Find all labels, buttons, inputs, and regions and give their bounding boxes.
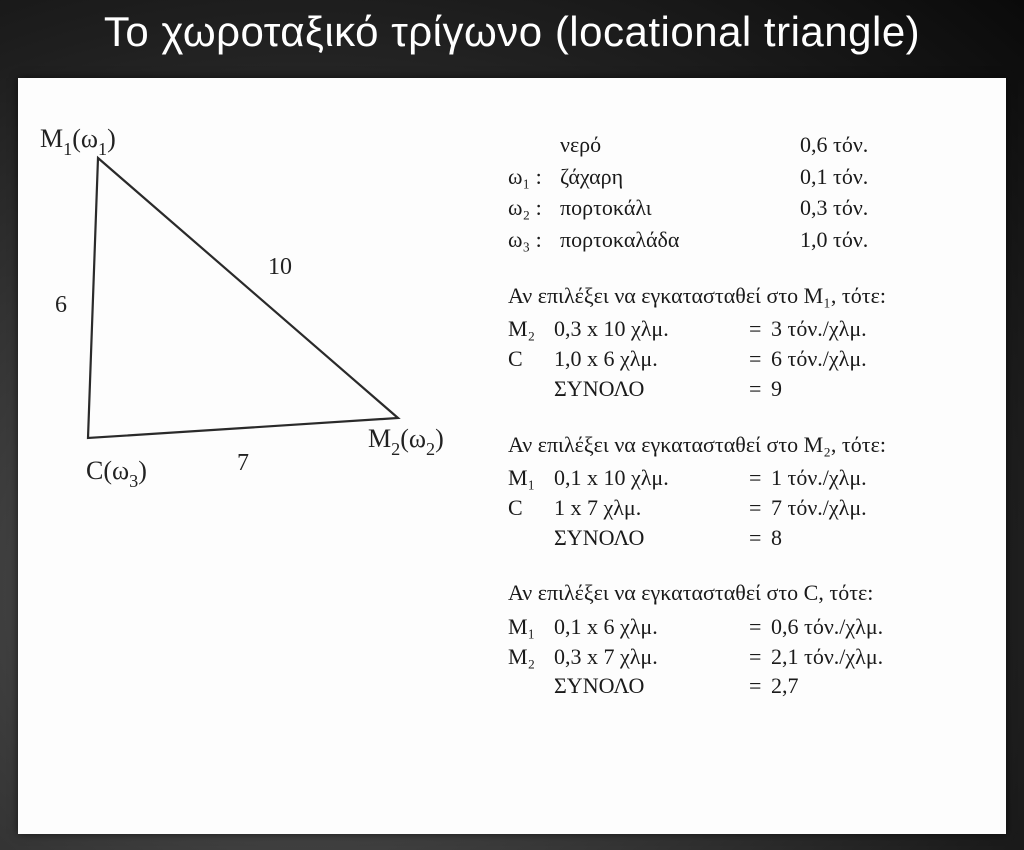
edge-m1m2-length: 10 <box>268 254 292 281</box>
calc-row: M₂0,3 x 7 χλμ.=2,1 τόν./χλμ. <box>508 642 998 672</box>
calc-row: M₁0,1 x 10 χλμ.=1 τόν./χλμ. <box>508 463 998 493</box>
calc-expression: 0,1 x 10 χλμ. <box>554 463 749 493</box>
material-row: ω₃ :πορτοκαλάδα1,0 τόν. <box>508 225 998 255</box>
calc-expression: 0,3 x 7 χλμ. <box>554 642 749 672</box>
calc-equals: = <box>749 671 771 701</box>
vertex-c-label: C(ω3) <box>86 456 147 490</box>
calc-equals: = <box>749 493 771 523</box>
calc-equals: = <box>749 374 771 404</box>
calc-point: M₂ <box>508 314 554 344</box>
case-block: Αν επιλέξει να εγκατασταθεί στο M₁, τότε… <box>508 281 998 404</box>
material-symbol: ω₁ : <box>508 162 560 192</box>
calc-result: 3 τόν./χλμ. <box>771 314 951 344</box>
cases-list: Αν επιλέξει να εγκατασταθεί στο M₁, τότε… <box>508 281 998 701</box>
calc-equals: = <box>749 523 771 553</box>
calc-row: C1,0 x 6 χλμ.=6 τόν./χλμ. <box>508 344 998 374</box>
calc-row: M₁0,1 x 6 χλμ.=0,6 τόν./χλμ. <box>508 612 998 642</box>
m2-close: ) <box>435 424 444 453</box>
calc-point: M₁ <box>508 463 554 493</box>
vertex-m1-label: M1(ω1) <box>40 124 116 158</box>
calc-result: 1 τόν./χλμ. <box>771 463 951 493</box>
m1-close: ) <box>107 124 116 153</box>
calc-result: 0,6 τόν./χλμ. <box>771 612 951 642</box>
m2-omega-sub: 2 <box>426 439 435 459</box>
calc-expression: ΣΥΝΟΛΟ <box>554 671 749 701</box>
material-symbol: ω₂ : <box>508 193 560 223</box>
material-value: 1,0 τόν. <box>800 225 930 255</box>
material-name: πορτοκάλι <box>560 193 800 223</box>
material-row: ω₂ :πορτοκάλι0,3 τόν. <box>508 193 998 223</box>
m1-sub: 1 <box>63 139 72 159</box>
m1-omega: (ω <box>72 124 98 153</box>
calc-equals: = <box>749 344 771 374</box>
calc-result: 6 τόν./χλμ. <box>771 344 951 374</box>
calc-expression: 0,1 x 6 χλμ. <box>554 612 749 642</box>
calc-point: M₁ <box>508 612 554 642</box>
calc-row: M₂0,3 x 10 χλμ.=3 τόν./χλμ. <box>508 314 998 344</box>
calc-point: C <box>508 344 554 374</box>
material-value: 0,1 τόν. <box>800 162 930 192</box>
slide-title: Το χωροταξικό τρίγωνο (locational triang… <box>0 8 1024 56</box>
c-text: C(ω <box>86 456 129 485</box>
m1-letter: M <box>40 124 63 153</box>
calc-result: 8 <box>771 523 951 553</box>
material-symbol: ω₃ : <box>508 225 560 255</box>
calc-expression: 1 x 7 χλμ. <box>554 493 749 523</box>
calc-result: 9 <box>771 374 951 404</box>
c-close: ) <box>138 456 147 485</box>
material-name: ζάχαρη <box>560 162 800 192</box>
case-block: Αν επιλέξει να εγκατασταθεί στο C, τότε:… <box>508 578 998 701</box>
calc-point: C <box>508 493 554 523</box>
calc-expression: 1,0 x 6 χλμ. <box>554 344 749 374</box>
triangle-diagram: M1(ω1) M2(ω2) C(ω3) 10 6 7 <box>18 78 498 578</box>
calc-point: M₂ <box>508 642 554 672</box>
calc-equals: = <box>749 463 771 493</box>
material-row: ω₁ :ζάχαρη0,1 τόν. <box>508 162 998 192</box>
m2-sub: 2 <box>391 439 400 459</box>
slide: Το χωροταξικό τρίγωνο (locational triang… <box>0 0 1024 850</box>
m2-omega: (ω <box>400 424 426 453</box>
material-row: νερό0,6 τόν. <box>508 130 998 160</box>
c-omega-sub: 3 <box>129 471 138 491</box>
calc-expression: ΣΥΝΟΛΟ <box>554 374 749 404</box>
case-title: Αν επιλέξει να εγκατασταθεί στο C, τότε: <box>508 578 998 608</box>
calc-result: 2,7 <box>771 671 951 701</box>
edge-cm2-length: 7 <box>237 450 249 477</box>
case-title: Αν επιλέξει να εγκατασταθεί στο M₂, τότε… <box>508 430 998 460</box>
calc-equals: = <box>749 314 771 344</box>
calc-row: ΣΥΝΟΛΟ=2,7 <box>508 671 998 701</box>
calc-result: 2,1 τόν./χλμ. <box>771 642 951 672</box>
m2-letter: M <box>368 424 391 453</box>
calc-row: ΣΥΝΟΛΟ=8 <box>508 523 998 553</box>
edge-m1c-length: 6 <box>55 292 67 319</box>
material-value: 0,3 τόν. <box>800 193 930 223</box>
material-name: νερό <box>560 130 800 160</box>
case-block: Αν επιλέξει να εγκατασταθεί στο M₂, τότε… <box>508 430 998 553</box>
data-column: νερό0,6 τόν.ω₁ :ζάχαρη0,1 τόν.ω₂ :πορτοκ… <box>508 130 998 701</box>
calc-equals: = <box>749 612 771 642</box>
calc-expression: 0,3 x 10 χλμ. <box>554 314 749 344</box>
material-value: 0,6 τόν. <box>800 130 930 160</box>
calc-row: ΣΥΝΟΛΟ=9 <box>508 374 998 404</box>
case-title: Αν επιλέξει να εγκατασταθεί στο M₁, τότε… <box>508 281 998 311</box>
calc-equals: = <box>749 642 771 672</box>
m1-omega-sub: 1 <box>98 139 107 159</box>
vertex-m2-label: M2(ω2) <box>368 424 444 458</box>
calc-result: 7 τόν./χλμ. <box>771 493 951 523</box>
calc-expression: ΣΥΝΟΛΟ <box>554 523 749 553</box>
material-name: πορτοκαλάδα <box>560 225 800 255</box>
calc-row: C1 x 7 χλμ.=7 τόν./χλμ. <box>508 493 998 523</box>
materials-list: νερό0,6 τόν.ω₁ :ζάχαρη0,1 τόν.ω₂ :πορτοκ… <box>508 130 998 255</box>
content-panel: M1(ω1) M2(ω2) C(ω3) 10 6 7 νερό0,6 τόν.ω… <box>18 78 1006 834</box>
